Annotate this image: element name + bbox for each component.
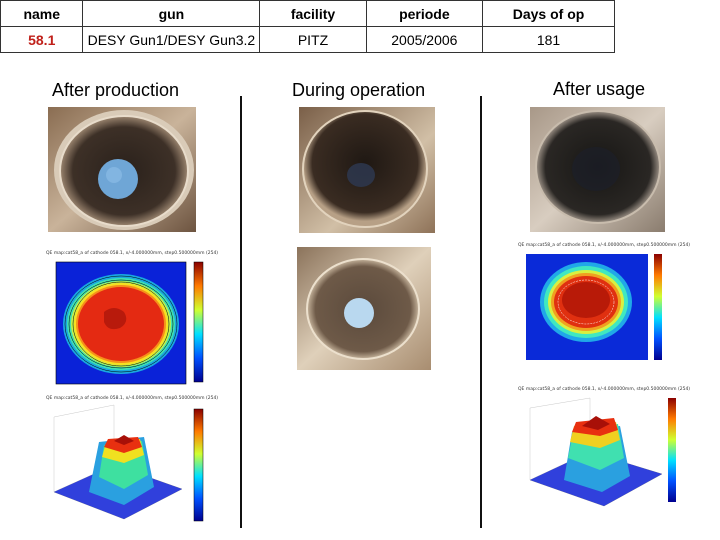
qe-map-2d-after-production: QE map:cat58_a of cathode 058.1, x/-4.00…: [44, 251, 218, 392]
table-row: 58.1 DESY Gun1/DESY Gun3.2 PITZ 2005/200…: [0, 26, 615, 53]
qe-map-3d-after-production: QE map:cat58_a of cathode 058.1, x/-4.00…: [44, 396, 218, 527]
qe-map-3d-after-production-title: QE map:cat58_a of cathode 058.1, x/-4.00…: [46, 396, 219, 401]
cathode-info-table: name gun facility periode Days of op 58.…: [0, 0, 615, 53]
heading-after-usage: After usage: [553, 79, 646, 99]
header-facility: facility: [259, 0, 367, 27]
header-periode: periode: [365, 0, 484, 27]
cell-name: 58.1: [0, 26, 84, 53]
cell-facility: PITZ: [259, 26, 367, 53]
header-gun: gun: [82, 0, 261, 27]
qe-map-2d-after-usage-title: QE map:cat58_a of cathode 058.1, x/-4.00…: [518, 243, 691, 248]
qe-map-2d-after-usage: QE map:cat58_a of cathode 058.1, x/-4.00…: [516, 243, 690, 368]
cathode-photo-after-production: [48, 107, 196, 232]
heading-during-operation: During operation: [292, 80, 426, 100]
cathode-photo-during-operation-top: [299, 107, 435, 233]
cell-periode: 2005/2006: [365, 26, 484, 53]
divider-left: [240, 96, 242, 528]
qe-map-2d-after-production-title: QE map:cat58_a of cathode 058.1, x/-4.00…: [46, 251, 219, 256]
qe-map-3d-after-usage: QE map:cat58_a of cathode 058.1, x/-4.00…: [516, 387, 690, 512]
qe-map-3d-after-usage-title: QE map:cat58_a of cathode 058.1, x/-4.00…: [518, 387, 691, 392]
header-name: name: [0, 0, 84, 27]
cathode-photo-after-usage: [530, 107, 665, 232]
cathode-photo-during-operation-bottom: [297, 247, 431, 370]
header-days: Days of op: [482, 0, 615, 27]
cell-gun: DESY Gun1/DESY Gun3.2: [82, 26, 261, 53]
divider-right: [480, 96, 482, 528]
cell-days: 181: [482, 26, 615, 53]
heading-after-production: After production: [52, 80, 180, 100]
table-header-row: name gun facility periode Days of op: [0, 0, 615, 27]
